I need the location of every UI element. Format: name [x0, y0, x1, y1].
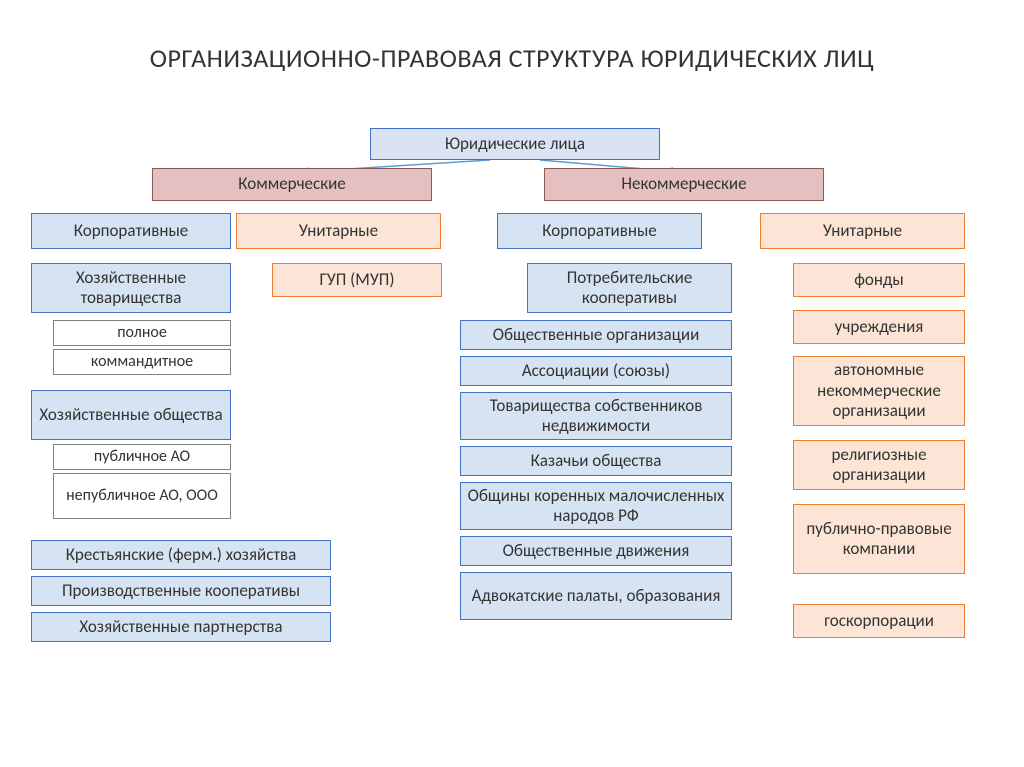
nc-unit-5: госкорпорации — [793, 604, 965, 638]
root-node: Юридические лица — [370, 128, 660, 160]
comm-corp-societies: Хозяйственные общества — [31, 390, 231, 440]
comm-corp-tail-0: Крестьянские (ферм.) хозяйства — [31, 540, 331, 570]
comm-corp-societies-sub-0: публичное АО — [53, 444, 231, 470]
nc-corp-6: Общественные движения — [460, 536, 732, 566]
nc-corp-3: Товарищества собственников недвижимости — [460, 392, 732, 440]
branch-noncommercial: Некоммерческие — [544, 168, 824, 201]
comm-corp-tail-1: Производственные кооперативы — [31, 576, 331, 606]
nc-corp-5: Общины коренных малочисленных народов РФ — [460, 482, 732, 530]
nc-unit-4: публично-правовые компании — [793, 504, 965, 574]
nc-unit-1: учреждения — [793, 310, 965, 344]
page-title: ОРГАНИЗАЦИОННО-ПРАВОВАЯ СТРУКТУРА ЮРИДИЧ… — [0, 0, 1024, 92]
header-comm-corporate: Корпоративные — [31, 213, 231, 249]
comm-corp-partnerships-sub-1: коммандитное — [53, 349, 231, 375]
nc-unit-3: религиозные организации — [793, 440, 965, 490]
nc-corp-7: Адвокатские палаты, образования — [460, 572, 732, 620]
nc-corp-2: Ассоциации (союзы) — [460, 356, 732, 386]
header-nc-corporate: Корпоративные — [497, 213, 702, 249]
header-nc-unitary: Унитарные — [760, 213, 965, 249]
header-comm-unitary: Унитарные — [236, 213, 441, 249]
branch-commercial: Коммерческие — [152, 168, 432, 201]
nc-unit-2: автономные некоммерческие организации — [793, 356, 965, 426]
comm-corp-tail-2: Хозяйственные партнерства — [31, 612, 331, 642]
nc-unit-0: фонды — [793, 263, 965, 297]
nc-corp-1: Общественные организации — [460, 320, 732, 350]
comm-unit-0: ГУП (МУП) — [272, 263, 442, 297]
comm-corp-partnerships: Хозяйственные товарищества — [31, 263, 231, 313]
comm-corp-partnerships-sub-0: полное — [53, 320, 231, 346]
comm-corp-societies-sub-1: непубличное АО, ООО — [53, 473, 231, 519]
nc-corp-4: Казачьи общества — [460, 446, 732, 476]
nc-corp-0: Потребительские кооперативы — [527, 263, 732, 313]
